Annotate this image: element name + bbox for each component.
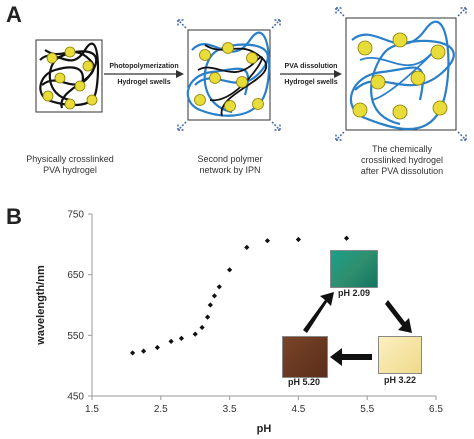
y-tick-label: 550	[67, 331, 84, 342]
y-tick-labels: 450 550 650 750	[67, 210, 84, 403]
data-point	[207, 302, 213, 308]
step1-sub: Hydrogel swells	[117, 79, 171, 86]
caption-ipn: Second polymer network by IPN	[180, 154, 280, 176]
chart-axes	[88, 213, 437, 400]
data-point	[211, 293, 218, 299]
sample-ph-2-09	[330, 250, 378, 288]
x-tick-label: 2.5	[154, 404, 168, 415]
y-tick-label: 450	[67, 392, 84, 403]
data-point	[141, 348, 147, 354]
data-point	[343, 235, 350, 241]
x-tick-label: 5.5	[360, 404, 374, 415]
panel-a-schematic	[35, 7, 467, 141]
data-point	[168, 338, 174, 344]
data-point	[199, 324, 205, 331]
x-tick-label: 4.5	[291, 404, 305, 415]
step2-sub: Hydrogel swells	[284, 79, 338, 86]
caption-ipn-line1: Second polymer	[197, 154, 263, 164]
data-point	[204, 314, 211, 320]
inset-cycle-arrows	[303, 292, 412, 366]
label-ph-3-22: pH 3.22	[383, 375, 416, 385]
arrow-right-icon	[176, 70, 184, 78]
x-tick-label: 3.5	[223, 404, 237, 415]
caption-pva: Physically crosslinked PVA hydrogel	[16, 154, 124, 176]
panel-b-letter: B	[6, 204, 22, 229]
caption-chemical-line1: The chemically	[371, 144, 433, 154]
expand-arrows-icon	[335, 7, 467, 141]
x-axis-label: pH	[257, 423, 272, 435]
caption-chemical-line2: crosslinked hydrogel	[360, 155, 444, 165]
caption-chemical-line3: after PVA dissolution	[360, 166, 444, 176]
caption-chemical: The chemically crosslinked hydrogel afte…	[344, 144, 460, 177]
y-tick-label: 650	[67, 270, 84, 281]
x-tick-label: 6.5	[429, 404, 443, 415]
x-tick-label: 1.5	[85, 404, 99, 415]
data-point	[227, 267, 233, 273]
arrow-down-right-icon	[385, 300, 412, 333]
data-point	[295, 236, 301, 243]
x-tick-labels: 1.5 2.5 3.5 4.5 5.5 6.5	[85, 404, 443, 415]
data-point	[264, 238, 271, 244]
data-point	[216, 284, 222, 290]
sample-ph-5-20	[282, 336, 328, 378]
y-tick-label: 750	[67, 210, 84, 221]
data-point	[192, 331, 198, 337]
arrow-up-right-icon	[303, 292, 334, 333]
arrow-right-icon	[334, 70, 342, 78]
caption-pva-line2: PVA hydrogel	[43, 165, 97, 175]
pva-network-icon	[39, 42, 100, 110]
ph-wavelength-chart: 1.5 2.5 3.5 4.5 5.5 6.5 450 550 650 750 pH wavel…	[35, 210, 443, 436]
chemical-network-icon	[349, 20, 455, 131]
arrow-left-icon	[330, 348, 372, 366]
step1-label: Photopolymerization	[109, 63, 179, 70]
caption-ipn-line2: network by IPN	[199, 165, 261, 175]
ipn-network-icon	[186, 31, 271, 117]
expand-arrows-icon	[177, 19, 281, 131]
data-point	[154, 344, 160, 351]
y-axis-label: wavelength/nm	[35, 265, 47, 346]
label-ph-2-09: pH 2.09	[337, 288, 370, 298]
label-ph-5-20: pH 5.20	[287, 377, 320, 387]
data-point	[129, 350, 136, 356]
data-point	[178, 335, 185, 341]
step2-label: PVA dissolution	[284, 63, 338, 70]
caption-pva-line1: Physically crosslinked	[26, 154, 114, 164]
panel-a-letter: A	[6, 2, 22, 27]
sample-ph-3-22	[378, 336, 422, 374]
data-point	[244, 244, 250, 250]
